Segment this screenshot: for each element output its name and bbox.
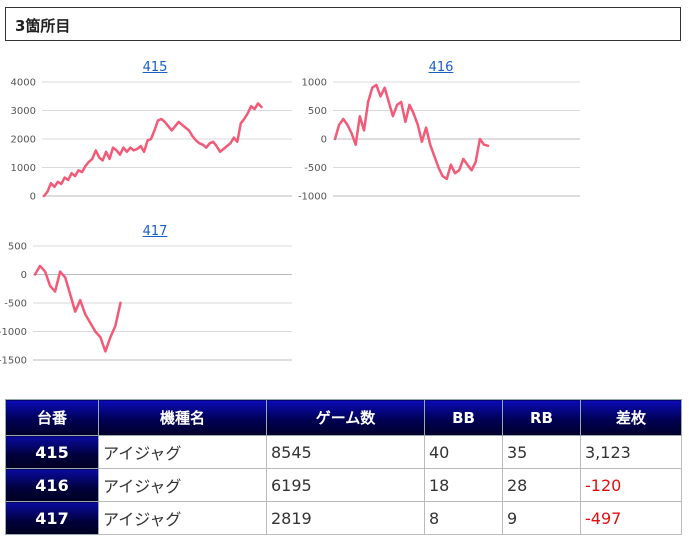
y-tick-label: 1000	[302, 78, 327, 89]
y-tick-label: -1000	[298, 192, 327, 203]
table-row: 416 アイジャグ 6195 18 28 -120	[5, 468, 682, 502]
diff-value: -497	[580, 501, 682, 535]
y-tick-label: -1500	[0, 356, 27, 367]
section-title: 3箇所目	[15, 17, 71, 35]
y-tick-label: 0	[321, 135, 327, 146]
game-count: 6195	[266, 468, 425, 502]
diff-value: 3,123	[580, 435, 682, 469]
machine-no: 417	[5, 501, 99, 535]
machine-table: 台番 機種名 ゲーム数 BB RB 差枚 415 アイジャグ 8545 40 3…	[5, 399, 682, 535]
y-tick-label: 2000	[11, 135, 36, 146]
series-line	[333, 83, 490, 181]
chart-title-416[interactable]: 416	[428, 60, 454, 75]
model-name: アイジャグ	[98, 435, 267, 469]
model-name: アイジャグ	[98, 501, 267, 535]
col-header-diff: 差枚	[580, 399, 682, 436]
table-row: 417 アイジャグ 2819 8 9 -497	[5, 501, 682, 535]
rb-count: 35	[502, 435, 581, 469]
table-row: 415 アイジャグ 8545 40 35 3,123	[5, 435, 682, 469]
section-header: 3箇所目	[5, 7, 681, 41]
y-tick-label: 4000	[11, 78, 36, 89]
y-tick-label: -1000	[0, 327, 27, 338]
col-header-machine-no: 台番	[5, 399, 99, 436]
chart-title-417[interactable]: 417	[142, 224, 168, 239]
game-count: 8545	[266, 435, 425, 469]
series-line	[42, 102, 263, 198]
rb-count: 9	[502, 501, 581, 535]
col-header-model: 機種名	[98, 399, 267, 436]
game-count: 2819	[266, 501, 425, 535]
machine-no: 415	[5, 435, 99, 469]
series-line	[33, 264, 122, 353]
bb-count: 40	[424, 435, 503, 469]
y-tick-label: 500	[308, 106, 327, 117]
model-name: アイジャグ	[98, 468, 267, 502]
y-tick-label: 500	[8, 242, 27, 253]
y-tick-label: 1000	[11, 163, 36, 174]
rb-count: 28	[502, 468, 581, 502]
bb-count: 18	[424, 468, 503, 502]
col-header-bb: BB	[424, 399, 503, 436]
chart-title-415[interactable]: 415	[142, 60, 168, 75]
col-header-games: ゲーム数	[266, 399, 425, 436]
y-tick-label: -500	[304, 163, 327, 174]
diff-value: -120	[580, 468, 682, 502]
col-header-rb: RB	[502, 399, 581, 436]
machine-no: 416	[5, 468, 99, 502]
table-header-row: 台番 機種名 ゲーム数 BB RB 差枚	[5, 399, 682, 436]
y-tick-label: 0	[30, 192, 36, 203]
y-tick-label: 0	[21, 270, 27, 281]
y-tick-label: -500	[4, 299, 27, 310]
bb-count: 8	[424, 501, 503, 535]
y-tick-label: 3000	[11, 106, 36, 117]
